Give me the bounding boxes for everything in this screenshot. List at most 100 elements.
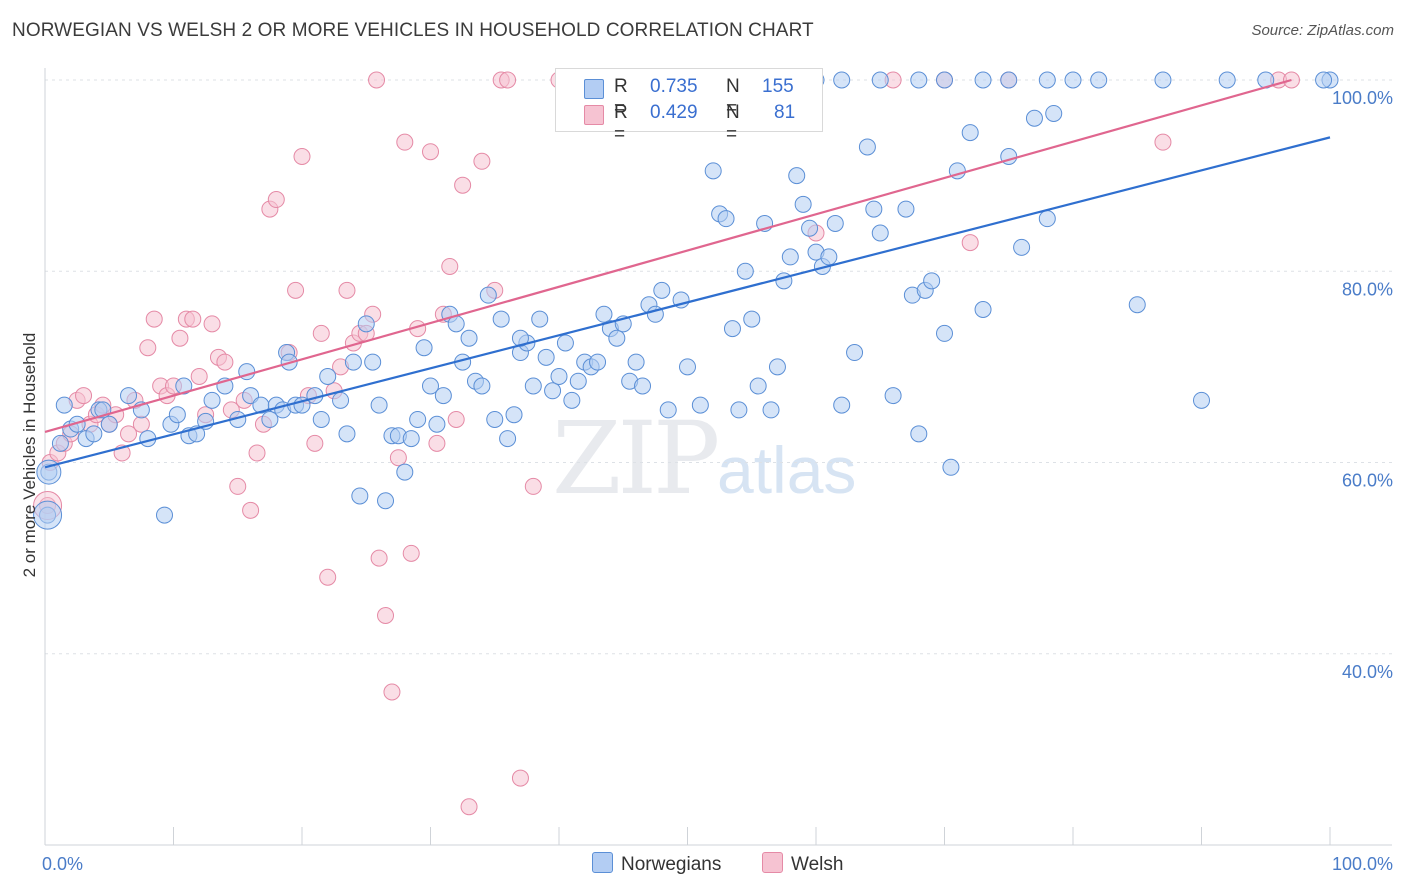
norwegian-point	[653, 281, 671, 299]
norwegian-point	[871, 71, 889, 89]
norwegian-point	[833, 71, 851, 89]
norwegian-point	[788, 167, 806, 185]
welsh-point	[460, 798, 478, 816]
norwegian-point	[556, 334, 574, 352]
welsh-point	[120, 425, 138, 443]
welsh-point	[190, 367, 208, 385]
norwegian-point	[1315, 71, 1333, 89]
norwegian-point	[402, 430, 420, 448]
norwegian-point	[679, 358, 696, 376]
norwegian-point	[910, 71, 928, 89]
norwegian-point	[486, 410, 504, 428]
norwegian-point	[377, 492, 395, 510]
norwegian-point	[550, 367, 568, 385]
watermark-zip: ZIP	[552, 400, 720, 517]
norwegian-point	[634, 377, 652, 395]
welsh-point	[396, 133, 414, 151]
welsh-point	[216, 353, 234, 371]
welsh-point	[203, 315, 221, 333]
axes	[44, 68, 1392, 846]
norwegian-point	[736, 262, 754, 280]
welsh-point	[447, 410, 465, 428]
norwegian-point	[332, 391, 350, 409]
norwegian-point	[364, 353, 382, 371]
legend-n-label: N =	[726, 76, 740, 119]
norwegian-point	[479, 286, 497, 304]
legend-r-value: 0.429	[650, 102, 698, 123]
welsh-points	[33, 71, 1300, 816]
norwegian-point	[396, 463, 414, 481]
norwegian-point	[370, 396, 388, 414]
norwegian-point	[492, 310, 510, 328]
norwegian-point	[691, 396, 709, 414]
norwegian-point	[409, 410, 427, 428]
norwegian-point	[1218, 71, 1236, 89]
welsh-point	[184, 310, 202, 328]
norwegian-point	[460, 329, 478, 347]
norwegian-point	[910, 425, 928, 443]
y-tick-label: 80.0%	[1342, 279, 1393, 299]
welsh-point	[422, 143, 439, 161]
y-tick-label: 60.0%	[1342, 471, 1393, 491]
norwegians-regression-line	[44, 136, 1331, 469]
norwegian-point	[563, 391, 581, 409]
norwegian-point	[627, 353, 645, 371]
norwegian-point	[569, 372, 587, 390]
welsh-point	[171, 329, 189, 347]
welsh-point	[338, 281, 356, 299]
bottom-legend-norwegians: Norwegians	[592, 852, 721, 876]
norwegian-point	[100, 415, 118, 433]
welsh-point	[370, 549, 388, 567]
norwegian-point	[36, 459, 62, 485]
norwegian-point	[794, 195, 812, 213]
welsh-regression-line	[44, 78, 1292, 433]
x-tick-label: 100.0%	[1332, 854, 1393, 874]
norwegian-point	[33, 500, 63, 530]
welsh-point	[267, 191, 285, 209]
norwegian-point	[168, 406, 186, 424]
norwegian-point	[974, 71, 992, 89]
norwegian-point	[865, 200, 883, 218]
welsh-point	[75, 387, 93, 405]
norwegian-point	[505, 406, 523, 424]
welsh-point	[961, 234, 979, 252]
norwegian-point	[942, 458, 960, 476]
norwegian-point	[768, 358, 786, 376]
welsh-point	[145, 310, 163, 328]
legend-r-label: R =	[614, 76, 628, 119]
norwegian-point	[415, 339, 433, 357]
norwegian-point	[961, 124, 979, 142]
norwegian-point	[749, 377, 767, 395]
bottom-legend-label-welsh: Welsh	[791, 854, 844, 875]
y-tick-label: 100.0%	[1332, 88, 1393, 108]
norwegian-point	[1045, 104, 1063, 122]
bottom-legend-label-norwegians: Norwegians	[621, 854, 722, 875]
bottom-legend-swatch-norwegians	[592, 852, 613, 873]
norwegian-point	[608, 329, 626, 347]
norwegian-point	[338, 425, 356, 443]
chart-title: NORWEGIAN VS WELSH 2 OR MORE VEHICLES IN…	[12, 20, 814, 41]
norwegian-point	[781, 248, 799, 266]
norwegian-point	[85, 425, 103, 443]
norwegian-point	[434, 387, 452, 405]
norwegian-point	[1128, 296, 1146, 314]
welsh-point	[454, 176, 472, 194]
norwegian-point	[524, 377, 542, 395]
norwegian-point	[723, 320, 741, 338]
norwegian-point	[820, 248, 838, 266]
norwegian-point	[858, 138, 876, 156]
norwegian-point	[175, 377, 193, 395]
norwegian-point	[203, 391, 221, 409]
welsh-point	[428, 434, 446, 452]
welsh-point	[242, 501, 260, 519]
welsh-point	[368, 71, 386, 89]
norwegian-point	[884, 387, 902, 405]
welsh-point	[293, 148, 311, 165]
norwegian-point	[544, 382, 562, 400]
welsh-point	[511, 769, 529, 787]
norwegian-point	[422, 377, 439, 395]
norwegian-point	[537, 348, 555, 366]
norwegian-point	[936, 324, 953, 342]
welsh-point	[1154, 133, 1172, 151]
